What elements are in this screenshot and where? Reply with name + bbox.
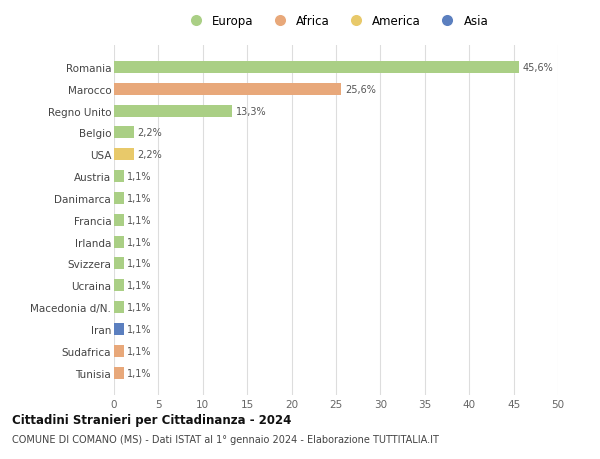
Bar [114, 236, 124, 248]
Text: 1,1%: 1,1% [127, 215, 152, 225]
Text: 1,1%: 1,1% [127, 237, 152, 247]
Text: 1,1%: 1,1% [127, 325, 152, 334]
Text: 45,6%: 45,6% [523, 63, 553, 73]
Text: COMUNE DI COMANO (MS) - Dati ISTAT al 1° gennaio 2024 - Elaborazione TUTTITALIA.: COMUNE DI COMANO (MS) - Dati ISTAT al 1°… [12, 434, 439, 444]
Bar [114, 106, 232, 118]
Text: 1,1%: 1,1% [127, 172, 152, 182]
Text: 2,2%: 2,2% [137, 150, 162, 160]
Text: 1,1%: 1,1% [127, 259, 152, 269]
Bar [114, 345, 124, 357]
Bar [114, 171, 124, 183]
Bar [114, 258, 124, 270]
Bar [114, 367, 124, 379]
Bar [114, 84, 341, 95]
Legend: Europa, Africa, America, Asia: Europa, Africa, America, Asia [179, 10, 493, 32]
Text: 1,1%: 1,1% [127, 194, 152, 203]
Bar [114, 302, 124, 313]
Text: 1,1%: 1,1% [127, 281, 152, 291]
Bar [114, 214, 124, 226]
Text: 1,1%: 1,1% [127, 346, 152, 356]
Bar [114, 280, 124, 292]
Text: 25,6%: 25,6% [345, 84, 376, 95]
Bar [114, 62, 519, 74]
Text: 1,1%: 1,1% [127, 302, 152, 313]
Bar [114, 127, 134, 139]
Bar [114, 149, 134, 161]
Text: 2,2%: 2,2% [137, 128, 162, 138]
Text: Cittadini Stranieri per Cittadinanza - 2024: Cittadini Stranieri per Cittadinanza - 2… [12, 413, 292, 426]
Text: 13,3%: 13,3% [236, 106, 266, 116]
Bar [114, 323, 124, 335]
Bar [114, 192, 124, 205]
Text: 1,1%: 1,1% [127, 368, 152, 378]
